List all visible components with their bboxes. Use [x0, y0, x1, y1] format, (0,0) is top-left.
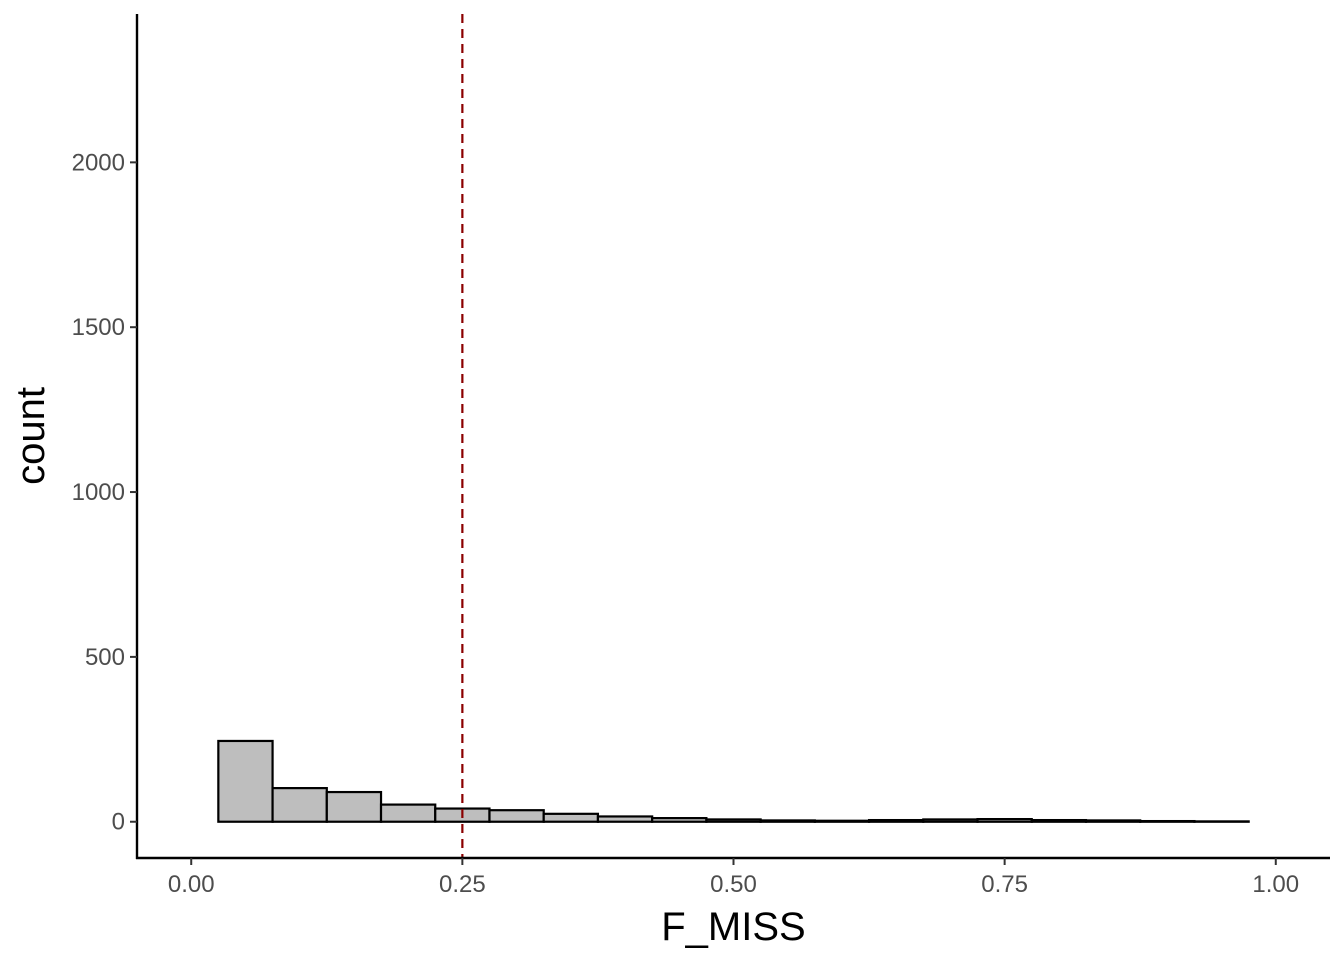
histogram-bar-10 [705, 818, 762, 823]
x-tick-label: 1.00 [1252, 871, 1299, 898]
y-axis-title: count [9, 387, 53, 485]
histogram-bar-3 [325, 790, 383, 823]
y-tick-label: 1500 [72, 314, 125, 341]
histogram-bars [217, 739, 1250, 823]
histogram-bar-1 [217, 739, 274, 823]
histogram-bar-9 [651, 817, 708, 823]
x-axis-title: F_MISS [661, 905, 805, 949]
histogram-bar-18 [1139, 819, 1196, 823]
histogram-bar-15 [976, 817, 1033, 823]
histogram-bar-16 [1030, 818, 1088, 823]
axes [135, 14, 1330, 860]
x-tick-label: 0.50 [710, 871, 757, 898]
y-tick-label: 0 [112, 809, 125, 836]
x-tick-label: 0.00 [168, 871, 215, 898]
histogram-bar-17 [1084, 819, 1142, 823]
histogram-bar-7 [542, 812, 600, 823]
y-tick-label: 1000 [72, 479, 125, 506]
histogram-bar-6 [488, 809, 545, 823]
histogram-bar-12 [813, 819, 871, 823]
histogram-bar-13 [867, 818, 925, 823]
histogram-bar-11 [759, 819, 816, 823]
histogram-bar-8 [596, 815, 654, 823]
histogram-bar-2 [271, 787, 328, 823]
x-axis-ticks: 0.00 0.25 0.50 0.75 1.00 [168, 858, 1299, 898]
y-tick-label: 500 [85, 644, 125, 671]
x-tick-label: 0.25 [439, 871, 486, 898]
y-axis-ticks: 0 500 1000 1500 2000 [72, 149, 137, 836]
histogram-bar-14 [922, 818, 979, 823]
y-tick-label: 2000 [72, 149, 125, 176]
x-tick-label: 0.75 [981, 871, 1028, 898]
histogram-bar-4 [379, 803, 437, 823]
